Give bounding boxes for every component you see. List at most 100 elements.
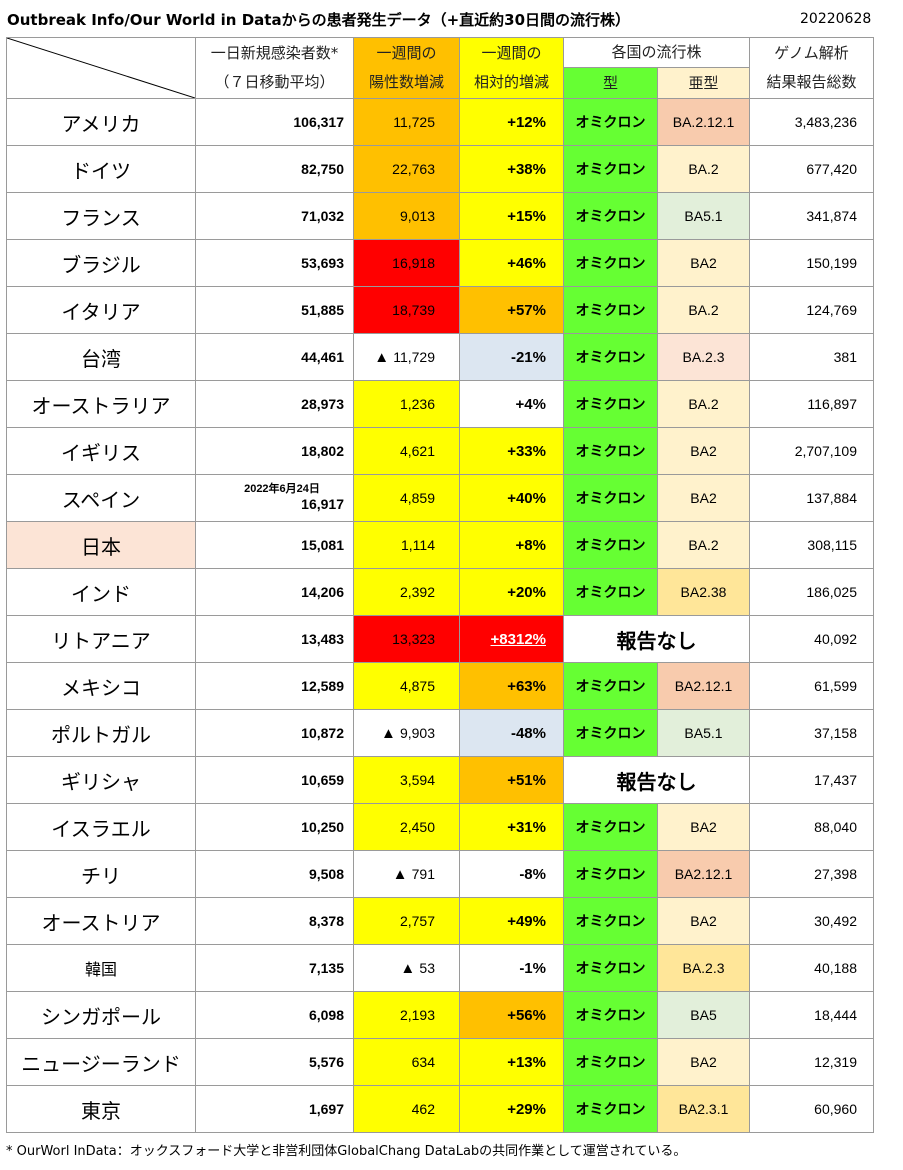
variant-type: オミクロン: [575, 1102, 646, 1118]
relative-change: -48%: [510, 724, 546, 742]
variant-subtype: BA2: [690, 913, 717, 929]
country-cell: ニュージーランド: [6, 1038, 196, 1086]
genome-total-cell: 40,092: [749, 615, 874, 663]
country-name: フランス: [61, 205, 141, 230]
daily-cases-cell: 44,461: [195, 333, 354, 381]
relative-change: +40%: [507, 489, 546, 507]
country-name: ギリシャ: [61, 769, 141, 794]
variant-type-cell: オミクロン: [563, 427, 658, 475]
daily-cases-cell: 9,508: [195, 850, 354, 898]
variant-subtype: BA5: [690, 1007, 717, 1023]
country-cell: 韓国: [6, 944, 196, 992]
variant-type-cell: オミクロン: [563, 1038, 658, 1086]
header-week-line2: 陽性数増減: [368, 73, 444, 91]
genome-total: 677,420: [806, 161, 857, 177]
relative-change: +15%: [507, 207, 546, 225]
weekly-change-cell: 634: [353, 1038, 460, 1086]
variant-subtype-cell: BA2: [657, 803, 750, 851]
country-cell: イタリア: [6, 286, 196, 334]
daily-cases: 1,697: [308, 1101, 344, 1117]
variant-subtype: BA2.38: [680, 584, 727, 600]
genome-total-cell: 137,884: [749, 474, 874, 522]
country-cell: イギリス: [6, 427, 196, 475]
weekly-change-cell: 791: [353, 850, 460, 898]
table-row: 台湾 44,461 11,729 -21% オミクロン BA.2.3 381: [6, 333, 874, 381]
weekly-change: 4,875: [399, 678, 435, 694]
variant-type-cell: オミクロン: [563, 98, 658, 146]
header-rel-line1: 一週間の: [481, 44, 542, 62]
variant-type-cell: オミクロン: [563, 850, 658, 898]
variant-subtype: BA.2.3: [682, 349, 725, 365]
daily-note: 2022年6月24日: [244, 483, 320, 495]
variant-type: オミクロン: [575, 256, 646, 272]
table-row: イタリア 51,885 18,739 +57% オミクロン BA.2 124,769: [6, 286, 874, 334]
genome-total: 2,707,109: [794, 443, 857, 459]
variant-subtype: BA2: [690, 443, 717, 459]
weekly-change: 9,013: [399, 208, 435, 224]
daily-cases-cell: 71,032: [195, 192, 354, 240]
genome-total: 30,492: [814, 913, 857, 929]
relative-change-cell: +13%: [459, 1038, 564, 1086]
country-name: アメリカ: [61, 111, 141, 136]
header-rel: 一週間の 相対的増減: [459, 37, 564, 99]
daily-cases-cell: 6,098: [195, 991, 354, 1039]
variant-subtype: BA.2.12.1: [672, 114, 735, 130]
daily-cases-cell: 13,483: [195, 615, 354, 663]
variant-type-cell: オミクロン: [563, 380, 658, 428]
variant-subtype: BA2: [690, 819, 717, 835]
relative-change-cell: -1%: [459, 944, 564, 992]
country-cell: オーストリア: [6, 897, 196, 945]
daily-cases-cell: 10,250: [195, 803, 354, 851]
daily-cases: 5,576: [308, 1054, 344, 1070]
variant-subtype: BA2: [690, 490, 717, 506]
country-cell: 日本: [6, 521, 196, 569]
weekly-change: 3,594: [399, 772, 435, 788]
header-corner: [6, 37, 196, 99]
country-name: メキシコ: [61, 675, 141, 700]
country-cell: 東京: [6, 1085, 196, 1133]
daily-cases-cell: 5,576: [195, 1038, 354, 1086]
daily-cases-cell: 53,693: [195, 239, 354, 287]
genome-total-cell: 88,040: [749, 803, 874, 851]
genome-total: 186,025: [806, 584, 857, 600]
no-report-cell: 報告なし: [563, 615, 750, 663]
weekly-change: 53: [400, 960, 435, 976]
daily-cases: 28,973: [301, 396, 344, 412]
country-name: オーストラリア: [31, 393, 171, 418]
relative-change: -21%: [510, 348, 546, 366]
weekly-change-cell: 1,114: [353, 521, 460, 569]
variant-subtype-cell: BA.2.3: [657, 944, 750, 992]
daily-cases-cell: 82,750: [195, 145, 354, 193]
genome-total: 381: [833, 349, 857, 365]
variant-type-cell: オミクロン: [563, 991, 658, 1039]
variant-type-cell: オミクロン: [563, 192, 658, 240]
table-row: オーストリア 8,378 2,757 +49% オミクロン BA2 30,492: [6, 897, 874, 945]
relative-change-cell: +15%: [459, 192, 564, 240]
relative-change: +8312%: [490, 630, 546, 648]
weekly-change: 462: [411, 1101, 435, 1117]
country-name: インド: [71, 581, 131, 606]
daily-cases: 12,589: [301, 678, 344, 694]
daily-cases: 71,032: [301, 208, 344, 224]
genome-total: 27,398: [814, 866, 857, 882]
header-row-2: 型 亜型: [7, 67, 874, 99]
country-name: イタリア: [61, 299, 141, 324]
country-name: シンガポール: [41, 1004, 161, 1029]
relative-change: -8%: [519, 865, 546, 883]
genome-total-cell: 2,707,109: [749, 427, 874, 475]
table-row: 韓国 7,135 53 -1% オミクロン BA.2.3 40,188: [6, 944, 874, 992]
country-cell: フランス: [6, 192, 196, 240]
variant-subtype: BA5.1: [684, 208, 723, 224]
weekly-change: 9,903: [381, 725, 435, 741]
weekly-change: 11,729: [374, 349, 435, 365]
variant-subtype-cell: BA.2.12.1: [657, 98, 750, 146]
daily-cases: 9,508: [308, 866, 344, 882]
variant-type: オミクロン: [575, 209, 646, 225]
genome-total-cell: 124,769: [749, 286, 874, 334]
relative-change-cell: +40%: [459, 474, 564, 522]
variant-type: オミクロン: [575, 491, 646, 507]
weekly-change-cell: 2,193: [353, 991, 460, 1039]
genome-total-cell: 30,492: [749, 897, 874, 945]
variant-subtype-cell: BA2.3.1: [657, 1085, 750, 1133]
weekly-change-cell: 9,013: [353, 192, 460, 240]
